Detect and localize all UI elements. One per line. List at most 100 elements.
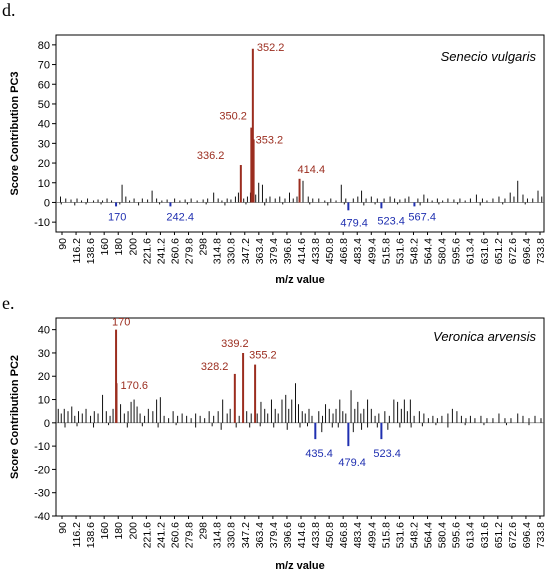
x-tick-label: 450.8 [324, 522, 336, 548]
chart-title: Veronica arvensis [433, 329, 536, 344]
x-tick-label: 631.6 [479, 238, 491, 264]
peak-label: 336.2 [197, 150, 225, 162]
x-tick-label: 396.6 [282, 522, 294, 548]
x-tick-label: 466.8 [338, 238, 350, 264]
peak-label: 339.2 [221, 338, 249, 350]
x-tick-label: 279.8 [184, 522, 196, 548]
x-tick-label: 433.8 [310, 522, 322, 548]
x-tick-label: 696.4 [521, 522, 533, 548]
x-tick-label: 631.6 [479, 522, 491, 548]
x-tick-label: 651.2 [493, 238, 505, 264]
peak-label: 242.4 [166, 211, 194, 223]
peak-label: 355.2 [249, 350, 277, 362]
y-tick-label: 30 [38, 138, 50, 150]
x-tick-label: 483.4 [352, 238, 364, 264]
peak-label: 567.4 [408, 211, 436, 223]
peak-label: 328.2 [201, 361, 229, 373]
x-tick-label: 595.6 [451, 238, 463, 264]
peak-label: 479.4 [340, 217, 368, 229]
chart-title: Senecio vulgaris [441, 49, 537, 64]
x-tick-label: 499.4 [366, 522, 378, 548]
x-tick-label: 696.4 [521, 238, 533, 264]
y-tick-label: 60 [38, 79, 50, 91]
y-tick-label: -30 [34, 488, 50, 500]
x-tick-label: 160 [99, 522, 111, 540]
x-tick-label: 613.4 [465, 522, 477, 548]
x-tick-label: 483.4 [352, 522, 364, 548]
y-tick-label: -10 [34, 217, 50, 229]
x-tick-label: 314.8 [212, 238, 224, 264]
y-tick-label: 0 [44, 418, 50, 430]
y-tick-label: 30 [38, 348, 50, 360]
y-tick-label: 10 [38, 178, 50, 190]
x-tick-label: 548.2 [408, 238, 420, 264]
y-tick-label: 20 [38, 371, 50, 383]
x-tick-label: 116.2 [71, 238, 83, 264]
y-axis-label: Score Contribution PC3 [9, 71, 21, 195]
y-tick-label: 40 [38, 325, 50, 337]
peak-label: 170 [112, 317, 130, 329]
x-tick-label: 160 [99, 238, 111, 256]
x-tick-label: 347.2 [240, 522, 252, 548]
peak-label: 170.6 [121, 380, 149, 392]
x-tick-label: 363.4 [254, 238, 266, 264]
x-tick-label: 564.4 [423, 522, 435, 548]
y-tick-label: -10 [34, 441, 50, 453]
x-tick-label: 241.2 [155, 522, 167, 548]
peak-label: 523.4 [373, 448, 401, 460]
x-tick-label: 90 [57, 522, 69, 534]
x-tick-label: 433.8 [310, 238, 322, 264]
x-tick-label: 379.4 [268, 522, 280, 548]
x-tick-label: 613.4 [465, 238, 477, 264]
x-axis-label: m/z value [275, 560, 325, 572]
y-tick-label: 10 [38, 395, 50, 407]
x-tick-label: 733.8 [535, 238, 547, 264]
x-tick-label: 330.8 [226, 522, 238, 548]
x-tick-label: 314.8 [212, 522, 224, 548]
x-tick-label: 580.4 [437, 522, 449, 548]
x-tick-label: 733.8 [535, 522, 547, 548]
y-tick-label: 70 [38, 60, 50, 72]
x-tick-label: 396.6 [282, 238, 294, 264]
x-tick-label: 221.6 [141, 522, 153, 548]
x-tick-label: 499.4 [366, 238, 378, 264]
x-tick-label: 450.8 [324, 238, 336, 264]
peak-label: 170 [108, 211, 126, 223]
x-axis-label: m/z value [275, 274, 325, 286]
x-tick-label: 651.2 [493, 522, 505, 548]
y-tick-label: 50 [38, 99, 50, 111]
x-tick-label: 279.8 [184, 238, 196, 264]
x-tick-label: 466.8 [338, 522, 350, 548]
x-tick-label: 515.8 [380, 522, 392, 548]
x-tick-label: 138.6 [85, 238, 97, 264]
x-tick-label: 90 [57, 238, 69, 250]
x-tick-label: 241.2 [155, 238, 167, 264]
x-tick-label: 595.6 [451, 522, 463, 548]
y-tick-label: -40 [34, 511, 50, 523]
x-tick-label: 672.6 [507, 522, 519, 548]
panel-d-letter: d. [2, 0, 16, 20]
peak-label: 352.2 [257, 42, 285, 54]
peak-label: 479.4 [338, 457, 366, 469]
y-tick-label: 20 [38, 158, 50, 170]
x-tick-label: 531.6 [394, 238, 406, 264]
peak-label: 353.2 [256, 134, 284, 146]
peak-label: 523.4 [377, 215, 405, 227]
x-tick-label: 221.6 [141, 238, 153, 264]
x-tick-label: 672.6 [507, 238, 519, 264]
x-tick-label: 180 [113, 238, 125, 256]
x-tick-label: 515.8 [380, 238, 392, 264]
chart-senecio-vulgaris: -10 0 10 20 30 40 50 60 70 80 90 116.2 138.6 160 180 20… [9, 34, 547, 286]
peak-label: 414.4 [298, 164, 326, 176]
x-tick-label: 414.6 [296, 522, 308, 548]
x-tick-label: 116.2 [71, 522, 83, 548]
y-tick-label: -20 [34, 464, 50, 476]
peak-label: 350.2 [219, 111, 247, 123]
x-tick-label: 548.2 [408, 522, 420, 548]
x-tick-label: 180 [113, 522, 125, 540]
x-tick-label: 260.6 [169, 238, 181, 264]
y-axis-label: Score Contribution PC2 [9, 355, 21, 479]
x-tick-label: 330.8 [226, 238, 238, 264]
x-tick-label: 298 [198, 238, 210, 256]
